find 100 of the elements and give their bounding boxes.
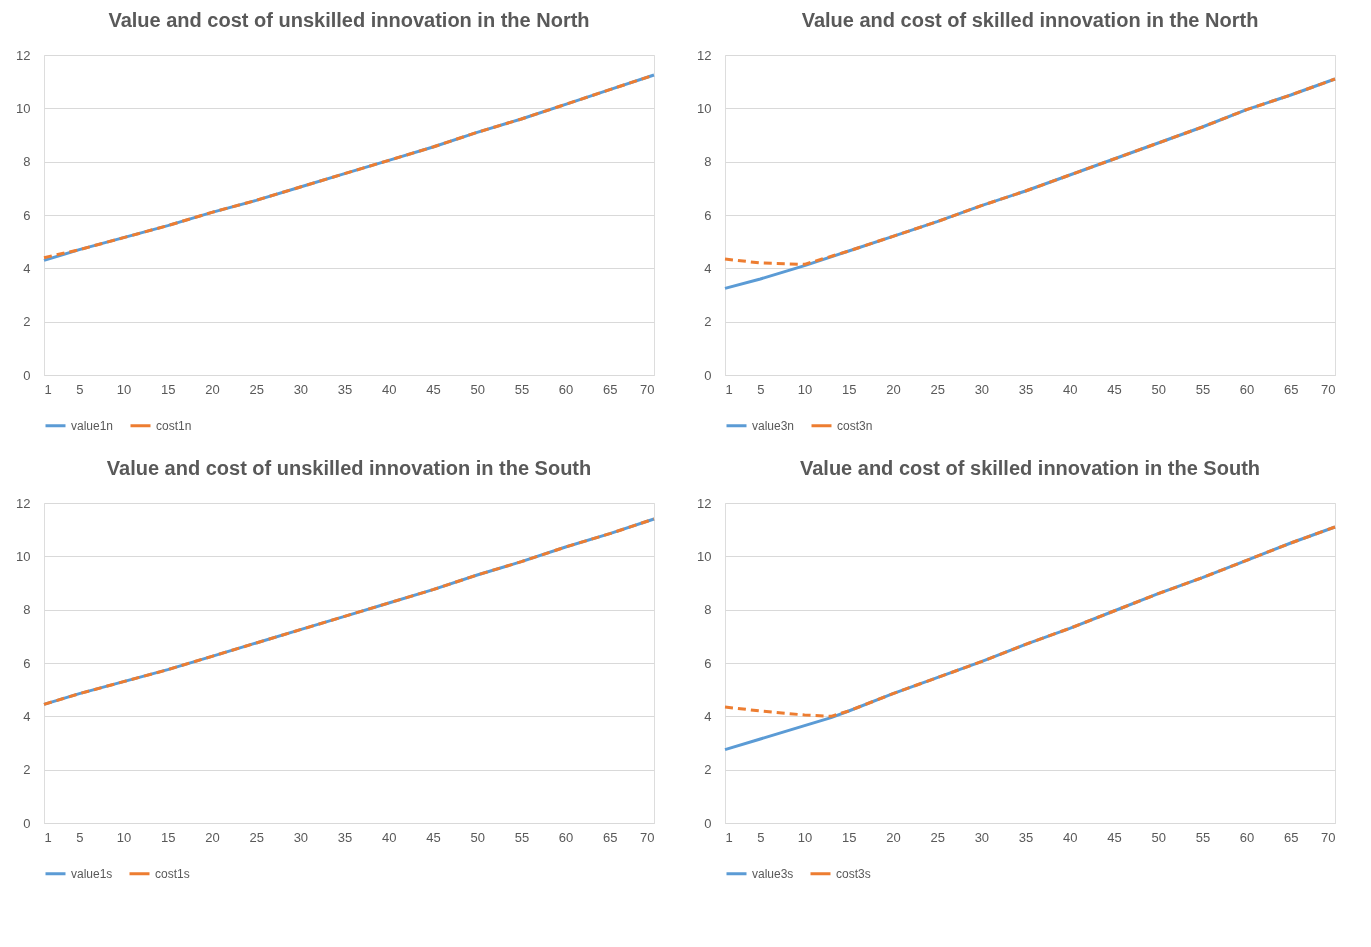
x-tick-label: 15 (842, 829, 857, 845)
y-tick-label: 12 (697, 495, 712, 511)
x-tick-label: 10 (116, 829, 132, 845)
y-tick-label: 4 (704, 708, 712, 724)
x-tick-label: 30 (293, 829, 309, 845)
x-tick-label: 35 (337, 829, 353, 845)
x-tick-label: 45 (426, 381, 441, 397)
x-tick-label: 25 (930, 381, 945, 397)
x-tick-label: 1 (725, 829, 733, 845)
legend-label: value3n (752, 418, 795, 433)
x-tick-label: 65 (1284, 829, 1299, 845)
x-tick-label: 55 (514, 829, 530, 845)
x-tick-label: 25 (249, 381, 264, 397)
x-tick-label: 45 (1107, 381, 1122, 397)
x-tick-label: 5 (757, 829, 765, 845)
x-tick-label: 5 (76, 381, 84, 397)
y-tick-label: 6 (704, 207, 712, 223)
y-tick-label: 6 (704, 655, 712, 671)
chart-title: Value and cost of skilled innovation in the South (799, 457, 1261, 479)
y-tick-label: 0 (23, 367, 31, 383)
x-tick-label: 25 (249, 829, 264, 845)
y-tick-label: 10 (16, 100, 31, 116)
x-tick-label: 60 (1239, 381, 1255, 397)
x-tick-label: 20 (886, 381, 901, 397)
chart-title: Value and cost of skilled innovation in the North (801, 9, 1259, 31)
legend-label: cost3s (836, 866, 871, 881)
chart-title: Value and cost of unskilled innovation in the North (108, 9, 590, 31)
y-tick-label: 4 (23, 260, 31, 276)
x-tick-label: 1 (44, 829, 52, 845)
x-tick-label: 20 (886, 829, 901, 845)
x-tick-label: 1 (44, 381, 52, 397)
x-tick-label: 50 (470, 381, 485, 397)
y-tick-label: 10 (697, 100, 712, 116)
legend-label: cost1s (155, 866, 190, 881)
x-tick-label: 55 (1195, 381, 1211, 397)
x-tick-label: 70 (640, 381, 655, 397)
y-tick-label: 8 (23, 154, 31, 170)
x-tick-label: 35 (337, 381, 353, 397)
x-tick-label: 20 (205, 829, 220, 845)
y-tick-label: 12 (16, 47, 31, 63)
y-tick-label: 0 (704, 815, 712, 831)
y-tick-label: 8 (704, 602, 712, 618)
x-tick-label: 30 (974, 829, 990, 845)
x-tick-label: 60 (558, 829, 574, 845)
x-tick-label: 15 (161, 829, 176, 845)
legend-label: value3s (752, 866, 794, 881)
x-tick-label: 45 (426, 829, 441, 845)
x-tick-label: 55 (1195, 829, 1211, 845)
x-tick-label: 5 (757, 381, 765, 397)
x-tick-label: 65 (603, 829, 618, 845)
x-tick-label: 45 (1107, 829, 1122, 845)
x-tick-label: 35 (1018, 829, 1034, 845)
x-tick-label: 10 (797, 829, 813, 845)
x-tick-label: 70 (1321, 829, 1336, 845)
x-tick-label: 60 (1239, 829, 1255, 845)
x-tick-label: 50 (1151, 829, 1166, 845)
y-tick-label: 10 (16, 548, 31, 564)
y-tick-label: 6 (23, 655, 31, 671)
x-tick-label: 10 (797, 381, 813, 397)
x-tick-label: 50 (470, 829, 485, 845)
y-tick-label: 6 (23, 207, 31, 223)
x-tick-label: 1 (725, 381, 733, 397)
y-tick-label: 2 (704, 762, 712, 778)
y-tick-label: 8 (704, 154, 712, 170)
legend-label: cost3n (837, 418, 873, 433)
y-tick-label: 2 (23, 314, 31, 330)
x-tick-label: 30 (974, 381, 990, 397)
chart-title: Value and cost of unskilled innovation in the South (106, 457, 592, 479)
x-tick-label: 55 (514, 381, 530, 397)
x-tick-label: 70 (1321, 381, 1336, 397)
x-tick-label: 60 (558, 381, 574, 397)
x-tick-label: 40 (382, 829, 397, 845)
x-tick-label: 25 (930, 829, 945, 845)
x-tick-label: 30 (293, 381, 309, 397)
y-tick-label: 10 (697, 548, 712, 564)
legend-label: value1s (71, 866, 113, 881)
x-tick-label: 15 (842, 381, 857, 397)
x-tick-label: 40 (382, 381, 397, 397)
y-tick-label: 8 (23, 602, 31, 618)
x-tick-label: 65 (603, 381, 618, 397)
x-tick-label: 5 (76, 829, 84, 845)
y-tick-label: 12 (697, 47, 712, 63)
x-tick-label: 20 (205, 381, 220, 397)
x-tick-label: 70 (640, 829, 655, 845)
x-tick-label: 40 (1063, 381, 1078, 397)
y-tick-label: 2 (704, 314, 712, 330)
y-tick-label: 2 (23, 762, 31, 778)
x-tick-label: 40 (1063, 829, 1078, 845)
y-tick-label: 0 (23, 815, 31, 831)
x-tick-label: 15 (161, 381, 176, 397)
x-tick-label: 35 (1018, 381, 1034, 397)
y-tick-label: 0 (704, 367, 712, 383)
x-tick-label: 65 (1284, 381, 1299, 397)
y-tick-label: 12 (16, 495, 31, 511)
legend-label: value1n (71, 418, 114, 433)
y-tick-label: 4 (23, 708, 31, 724)
y-tick-label: 4 (704, 260, 712, 276)
x-tick-label: 10 (116, 381, 132, 397)
legend-label: cost1n (156, 418, 192, 433)
x-tick-label: 50 (1151, 381, 1166, 397)
